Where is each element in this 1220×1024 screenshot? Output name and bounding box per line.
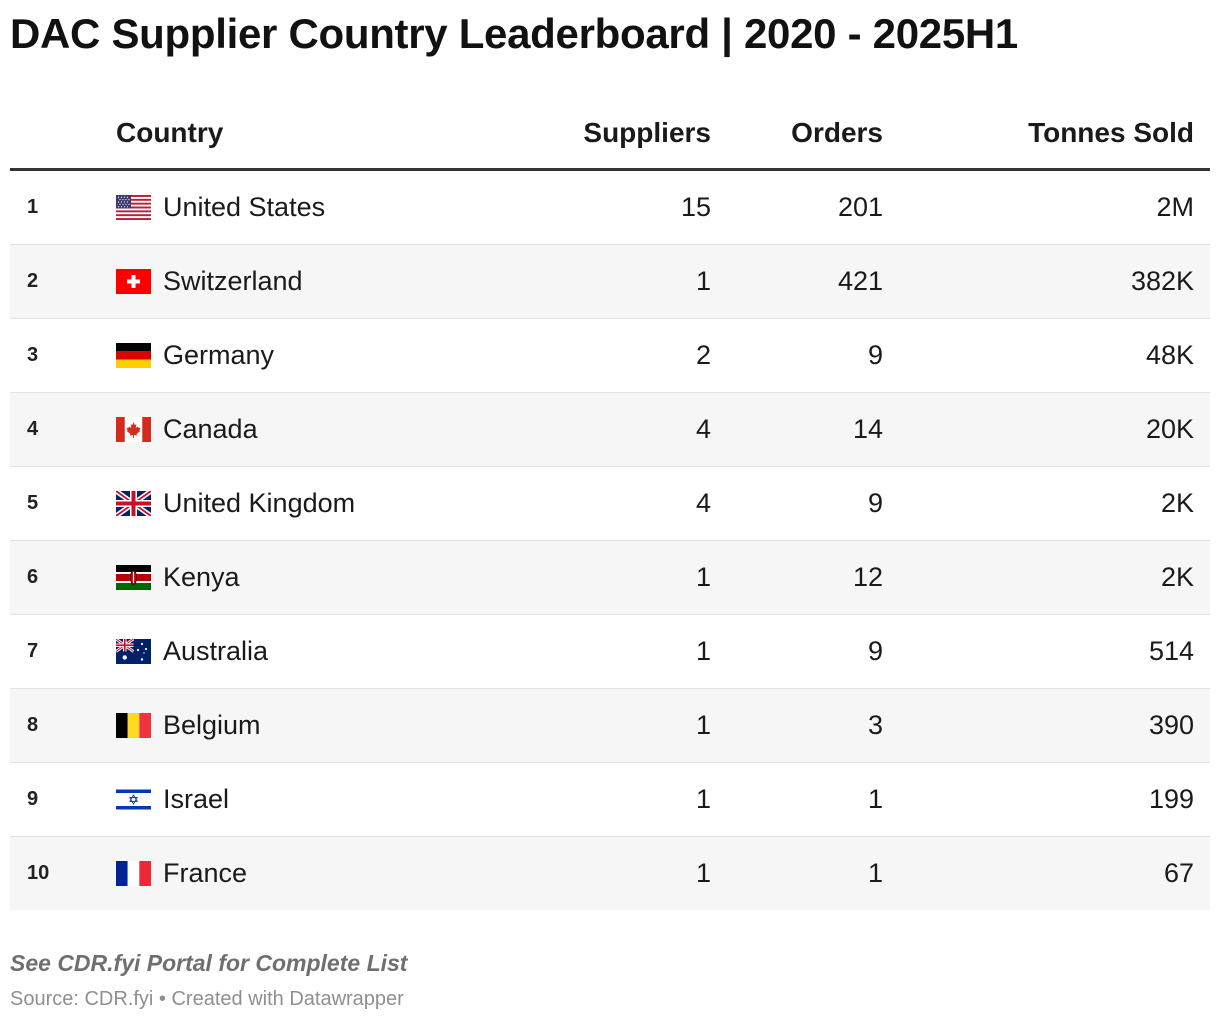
footer-note[interactable]: See CDR.fyi Portal for Complete List [10, 950, 408, 976]
tonnes-cell: 48K [1145, 340, 1194, 370]
tonnes-cell: 390 [1148, 710, 1194, 740]
header-country[interactable]: Country [116, 98, 516, 171]
table-row: 10 France 1 1 67 [10, 836, 1210, 911]
country-cell: France [116, 837, 516, 911]
country-name: Germany [163, 340, 275, 370]
switzerland-flag-icon [116, 269, 151, 294]
country-name: Belgium [163, 710, 261, 740]
kenya-flag-icon [116, 565, 151, 590]
country-cell: United Kingdom [114, 467, 516, 541]
table-row: 3 Germany 2 9 48K [10, 319, 1210, 393]
country-cell: Belgium [116, 689, 516, 763]
tonnes-cell: 199 [1148, 784, 1194, 814]
tonnes-cell: 67 [1163, 858, 1194, 888]
israel-flag-icon [116, 787, 151, 812]
tonnes-cell: 2M [1156, 192, 1194, 222]
country-cell: Israel [116, 763, 516, 837]
country-cell: Germany [116, 319, 516, 393]
suppliers-cell: 1 [695, 784, 711, 814]
header-orders[interactable]: Orders [711, 98, 941, 171]
country-name: Australia [163, 636, 269, 666]
orders-cell: 14 [852, 414, 883, 444]
country-cell: Canada [116, 393, 516, 467]
orders-cell: 1 [867, 858, 883, 888]
table-body: 1 United States 15 201 2M 2 Switzerland 1 421 382… [10, 170, 1210, 911]
table-row: 6 Kenya 1 12 2K [10, 540, 1210, 615]
rank-cell: 1 [27, 196, 39, 218]
table-row: 7 Australia 1 9 514 [10, 615, 1210, 689]
header-tonnes-sold[interactable]: Tonnes Sold [941, 98, 1210, 171]
uk-flag-icon [114, 488, 153, 519]
country-cell: Switzerland [116, 245, 516, 319]
suppliers-cell: 4 [695, 488, 711, 518]
belgium-flag-icon [116, 713, 151, 738]
orders-cell: 9 [867, 636, 883, 666]
country-name: United Kingdom [163, 488, 356, 518]
rank-cell: 5 [27, 492, 39, 514]
orders-cell: 1 [867, 784, 883, 814]
country-name: Israel [163, 784, 230, 814]
chart-title: DAC Supplier Country Leaderboard | 2020 … [10, 10, 1018, 57]
tonnes-cell: 20K [1145, 414, 1194, 444]
suppliers-cell: 1 [695, 266, 711, 296]
table-row: 1 United States 15 201 2M [10, 170, 1210, 245]
country-cell: Australia [115, 615, 516, 689]
country-name: United States [163, 192, 326, 222]
table-header-row: Country Suppliers Orders Tonnes Sold [10, 98, 1210, 171]
leaderboard-table: Country Suppliers Orders Tonnes Sold 1 Un… [10, 98, 1210, 910]
country-cell: United States [116, 170, 516, 245]
rank-cell: 10 [27, 862, 50, 884]
footer-source: Source: CDR.fyi • Created with Datawrapp… [10, 988, 404, 1010]
rank-cell: 2 [27, 270, 39, 292]
orders-cell: 3 [867, 710, 883, 740]
orders-cell: 9 [867, 340, 883, 370]
tonnes-cell: 2K [1160, 562, 1194, 592]
suppliers-cell: 4 [695, 414, 711, 444]
suppliers-cell: 1 [695, 858, 711, 888]
suppliers-cell: 1 [695, 636, 711, 666]
country-name: Switzerland [163, 266, 303, 296]
rank-cell: 6 [27, 566, 39, 588]
table-row: 2 Switzerland 1 421 382K [10, 244, 1210, 319]
australia-flag-icon [115, 637, 151, 664]
us-flag-icon [116, 195, 151, 220]
suppliers-cell: 15 [680, 192, 711, 222]
rank-cell: 3 [27, 344, 39, 366]
tonnes-cell: 514 [1148, 636, 1194, 666]
header-rank [10, 98, 116, 171]
table-row: 9 Israel 1 1 199 [10, 763, 1210, 837]
country-cell: Kenya [116, 541, 516, 615]
table-row: 8 Belgium 1 3 390 [10, 688, 1210, 763]
table-row: 4 Canada 4 14 20K [10, 392, 1210, 467]
orders-cell: 12 [852, 562, 883, 592]
suppliers-cell: 1 [695, 562, 711, 592]
canada-flag-icon [116, 417, 151, 442]
rank-cell: 9 [27, 788, 39, 810]
rank-cell: 8 [27, 714, 39, 736]
country-name: Kenya [163, 562, 240, 592]
table-row: 5 United Kingdom 4 9 2K [10, 467, 1210, 541]
country-name: Canada [163, 414, 258, 444]
orders-cell: 201 [837, 192, 883, 222]
suppliers-cell: 2 [695, 340, 711, 370]
tonnes-cell: 382K [1130, 266, 1194, 296]
suppliers-cell: 1 [695, 710, 711, 740]
france-flag-icon [116, 861, 151, 886]
rank-cell: 4 [27, 418, 39, 440]
orders-cell: 9 [867, 488, 883, 518]
tonnes-cell: 2K [1160, 488, 1194, 518]
rank-cell: 7 [27, 640, 39, 662]
orders-cell: 421 [837, 266, 883, 296]
header-suppliers[interactable]: Suppliers [516, 98, 711, 171]
country-name: France [163, 858, 248, 888]
germany-flag-icon [116, 343, 151, 368]
